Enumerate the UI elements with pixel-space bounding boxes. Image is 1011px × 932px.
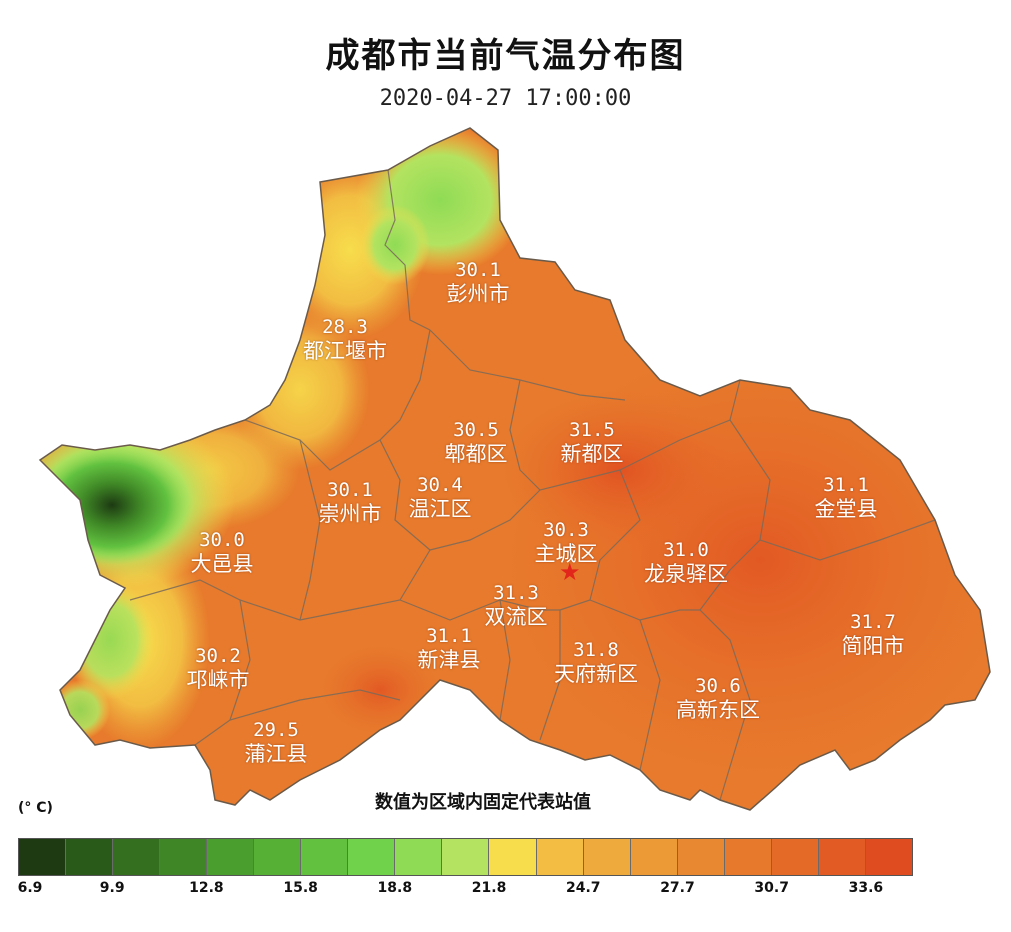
legend-swatch (442, 839, 490, 875)
district-label: 30.6 高新东区 (676, 674, 760, 722)
legend-tick-label: 18.8 (377, 880, 413, 896)
legend-tick-label: 12.8 (189, 880, 224, 896)
district-label: 31.1 新津县 (418, 624, 481, 672)
district-label: 31.7 简阳市 (842, 610, 905, 658)
district-value: 31.7 (850, 611, 896, 633)
district-label: 31.5 新都区 (561, 418, 624, 466)
district-label: 31.0 龙泉驿区 (644, 538, 728, 586)
legend-swatch (301, 839, 349, 875)
district-name: 邛崃市 (186, 668, 250, 692)
legend-swatch (489, 839, 537, 875)
map-datetime: 2020-04-27 17:00:00 (379, 86, 632, 111)
district-value: 31.3 (493, 582, 539, 604)
district-name: 新津县 (417, 648, 481, 672)
district-value: 30.0 (199, 529, 245, 551)
district-value: 31.8 (573, 639, 619, 661)
district-name: 大邑县 (190, 552, 254, 576)
legend-tick-label: 6.9 (17, 880, 43, 896)
district-label: 28.3 都江堰市 (303, 315, 387, 363)
district-value: 31.1 (426, 625, 472, 647)
legend-swatch (395, 839, 443, 875)
district-label: 30.2 邛崃市 (187, 644, 250, 692)
color-legend (18, 838, 913, 876)
legend-swatch (19, 839, 67, 875)
district-value: 30.4 (417, 474, 463, 496)
legend-tick-label: 9.9 (99, 880, 125, 896)
district-name: 天府新区 (554, 662, 638, 686)
district-name: 高新东区 (676, 698, 760, 722)
legend-tick-label: 30.7 (754, 880, 789, 896)
district-name: 温江区 (408, 497, 472, 521)
map-title: 成都市当前气温分布图 (325, 36, 686, 76)
legend-swatch (677, 839, 725, 875)
district-name: 郫都区 (444, 442, 508, 466)
district-name: 龙泉驿区 (644, 562, 728, 586)
legend-swatch (113, 839, 161, 875)
district-value: 31.0 (663, 539, 709, 561)
district-value: 31.5 (569, 419, 615, 441)
district-value: 30.6 (695, 675, 741, 697)
legend-tick-label: 21.8 (471, 880, 507, 896)
legend-tick-label: 27.7 (660, 880, 695, 896)
map-note: 数值为区域内固定代表站值 (375, 792, 591, 813)
legend-swatch (536, 839, 584, 875)
district-value: 30.2 (195, 645, 241, 667)
district-value: 30.5 (453, 419, 499, 441)
district-label: 30.1 彭州市 (447, 258, 510, 306)
district-label: 31.3 双流区 (485, 581, 548, 629)
legend-tick-label: 15.8 (283, 880, 318, 896)
legend-tick-label: 24.7 (565, 880, 601, 896)
district-name: 都江堰市 (303, 339, 387, 363)
district-value: 28.3 (322, 316, 368, 338)
district-label: 30.4 温江区 (409, 473, 472, 521)
district-value: 31.1 (823, 474, 869, 496)
legend-swatch (583, 839, 631, 875)
district-label: 30.5 郫都区 (445, 418, 508, 466)
district-label: 31.8 天府新区 (554, 638, 638, 686)
legend-tick-label: 33.6 (848, 880, 884, 896)
district-label: 30.0 大邑县 (191, 528, 254, 576)
legend-swatch (724, 839, 772, 875)
legend-swatch (254, 839, 302, 875)
district-name: 崇州市 (318, 502, 382, 526)
legend-swatch (207, 839, 255, 875)
district-label: 29.5 蒲江县 (245, 718, 308, 766)
district-value: 30.1 (455, 259, 501, 281)
legend-ticks: 6.9 9.9 12.8 15.8 18.8 21.8 24.7 27.7 30.7 33.6 (18, 880, 913, 900)
district-name: 双流区 (484, 605, 548, 629)
legend-swatch (66, 839, 114, 875)
legend-swatch (818, 839, 866, 875)
district-label: 30.3 主城区 (535, 518, 598, 566)
district-name: 新都区 (560, 442, 624, 466)
district-value: 30.1 (327, 479, 373, 501)
city-center-star-icon: ★ (559, 558, 581, 586)
district-label: 30.1 崇州市 (319, 478, 382, 526)
legend-swatch (348, 839, 396, 875)
district-name: 主城区 (534, 542, 598, 566)
district-value: 30.3 (543, 519, 589, 541)
legend-swatch (160, 839, 208, 875)
district-label: 31.1 金堂县 (815, 473, 878, 521)
district-value: 29.5 (253, 719, 299, 741)
legend-unit: (° C) (18, 800, 53, 816)
district-name: 蒲江县 (244, 742, 308, 766)
district-name: 彭州市 (446, 282, 510, 306)
legend-swatch (630, 839, 678, 875)
district-name: 简阳市 (841, 634, 905, 658)
district-name: 金堂县 (814, 497, 878, 521)
legend-swatch (865, 839, 912, 875)
legend-swatch (771, 839, 819, 875)
